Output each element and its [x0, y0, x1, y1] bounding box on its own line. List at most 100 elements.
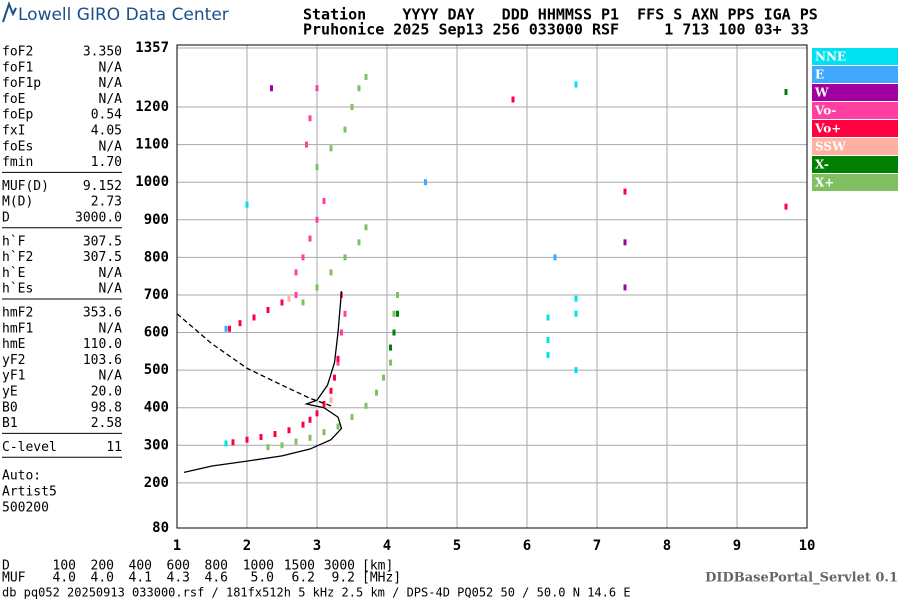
echo — [329, 387, 333, 394]
param-name: B0 — [2, 400, 18, 415]
echo — [357, 85, 361, 92]
x-tick-label: 3 — [313, 538, 321, 554]
param-value: N/A — [99, 139, 123, 154]
echo — [224, 325, 228, 332]
echo — [315, 164, 319, 171]
echo — [231, 439, 235, 446]
muf-cell: 6.2 — [292, 571, 315, 586]
param-name: C-level — [2, 440, 57, 455]
echo — [336, 359, 340, 366]
echo — [329, 397, 333, 404]
servlet: DIDBasePortal_Servlet 0.1 — [705, 571, 898, 586]
echo — [424, 179, 427, 186]
param-name: foEs — [2, 139, 33, 154]
legend-label: Vo+ — [814, 122, 841, 136]
auto-text: Artist5 — [2, 485, 57, 500]
echo — [350, 414, 354, 421]
param-name: h`Es — [2, 282, 33, 297]
echo — [301, 254, 305, 261]
param-value: 98.8 — [91, 400, 122, 415]
param-value: 307.5 — [83, 250, 122, 265]
legend-label: X- — [815, 158, 829, 172]
param-name: fxI — [2, 124, 25, 139]
param-name: fmin — [2, 155, 33, 170]
echo — [301, 421, 305, 428]
echo — [340, 329, 343, 336]
param-name: yF1 — [2, 369, 25, 384]
muf-row-label: D — [2, 559, 10, 574]
y-tick-label: 1100 — [135, 137, 169, 153]
legend-swatch — [812, 174, 898, 191]
param-value: 110.0 — [83, 337, 122, 352]
echo — [322, 400, 326, 407]
x-tick-label: 7 — [593, 538, 601, 554]
echo — [382, 374, 385, 381]
muf-cell: 1500 — [284, 559, 315, 574]
echo — [343, 126, 347, 133]
x-tick-label: 6 — [523, 538, 531, 554]
footer: db pq052 20250913 033000.rsf / 181fx512h… — [2, 586, 631, 600]
param-name: foE — [2, 92, 25, 107]
legend-label: X+ — [815, 176, 834, 190]
param-name: h`F2 — [2, 250, 33, 265]
legend-swatch — [812, 156, 898, 173]
echo — [623, 239, 627, 246]
y-tick-label: 1357 — [135, 40, 169, 56]
header-line: Pruhonice 2025 Sep13 256 033000 RSF 1 71… — [303, 21, 809, 39]
param-name: D — [2, 211, 10, 226]
profile-line — [183, 291, 343, 474]
param-name: yE — [2, 385, 18, 400]
echo — [546, 337, 550, 344]
echo — [308, 115, 312, 122]
param-name: h`F — [2, 234, 26, 249]
param-name: MUF(D) — [2, 179, 49, 194]
echo — [336, 355, 340, 362]
param-value: 4.05 — [91, 124, 122, 139]
echo — [343, 310, 347, 317]
echo — [266, 306, 270, 313]
param-value: 1.70 — [91, 155, 122, 170]
echo — [252, 314, 256, 321]
echo — [322, 197, 326, 204]
echo — [294, 269, 298, 276]
echo — [784, 88, 788, 95]
echo — [287, 295, 291, 302]
param-value: N/A — [99, 266, 123, 281]
y-tick-label: 500 — [144, 362, 169, 378]
echo — [224, 440, 228, 447]
legend-label: Vo- — [814, 104, 836, 118]
legend-swatch — [812, 84, 898, 101]
echo — [308, 434, 312, 441]
echo — [308, 235, 312, 242]
param-value: 2.73 — [91, 195, 122, 210]
legend-label: SSW — [815, 140, 846, 154]
echo — [280, 299, 284, 306]
muf-cell: 4.3 — [167, 571, 190, 586]
echo — [392, 329, 396, 336]
echo — [308, 416, 312, 423]
logo — [2, 1, 17, 23]
y-tick-label: 700 — [144, 287, 169, 303]
echo — [546, 352, 550, 359]
legend-swatch — [812, 120, 898, 137]
echo — [623, 284, 627, 291]
param-name: hmE — [2, 337, 25, 352]
echo — [273, 431, 277, 438]
header-line: Station YYYY DAY DDD HHMMSS P1 FFS S AXN… — [303, 6, 818, 24]
echo — [396, 291, 399, 298]
echo — [574, 310, 578, 317]
echo — [364, 73, 368, 80]
echo — [315, 284, 319, 291]
param-value: N/A — [99, 321, 123, 336]
muf-cell: 9.2 — [332, 571, 355, 586]
y-tick-label: 400 — [144, 400, 169, 416]
y-tick-label: 800 — [144, 249, 169, 265]
muf-cell: 1000 — [243, 559, 274, 574]
muf-cell: 600 — [167, 559, 190, 574]
echo — [389, 359, 392, 366]
x-tick-label: 10 — [799, 538, 816, 554]
y-tick-label: 600 — [144, 325, 169, 341]
echo — [301, 299, 305, 306]
echo — [364, 402, 368, 409]
x-tick-label: 9 — [733, 538, 741, 554]
